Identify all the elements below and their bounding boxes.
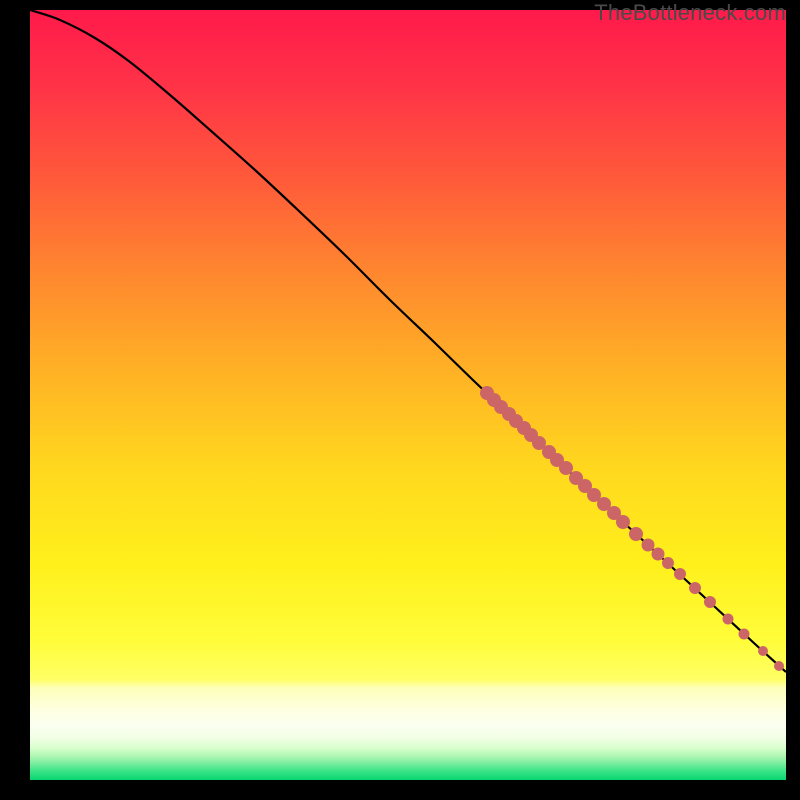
- data-marker: [629, 527, 643, 541]
- data-marker: [652, 548, 665, 561]
- bottleneck-chart: [0, 0, 800, 800]
- data-marker: [704, 596, 716, 608]
- data-marker: [642, 539, 655, 552]
- data-marker: [674, 568, 686, 580]
- data-marker: [559, 461, 573, 475]
- data-marker: [758, 646, 768, 656]
- plot-area: [30, 10, 786, 780]
- data-marker: [774, 661, 784, 671]
- data-marker: [689, 582, 701, 594]
- data-marker: [723, 614, 734, 625]
- data-marker: [662, 557, 674, 569]
- chart-stage: TheBottleneck.com: [0, 0, 800, 800]
- data-marker: [739, 629, 750, 640]
- data-marker: [616, 515, 630, 529]
